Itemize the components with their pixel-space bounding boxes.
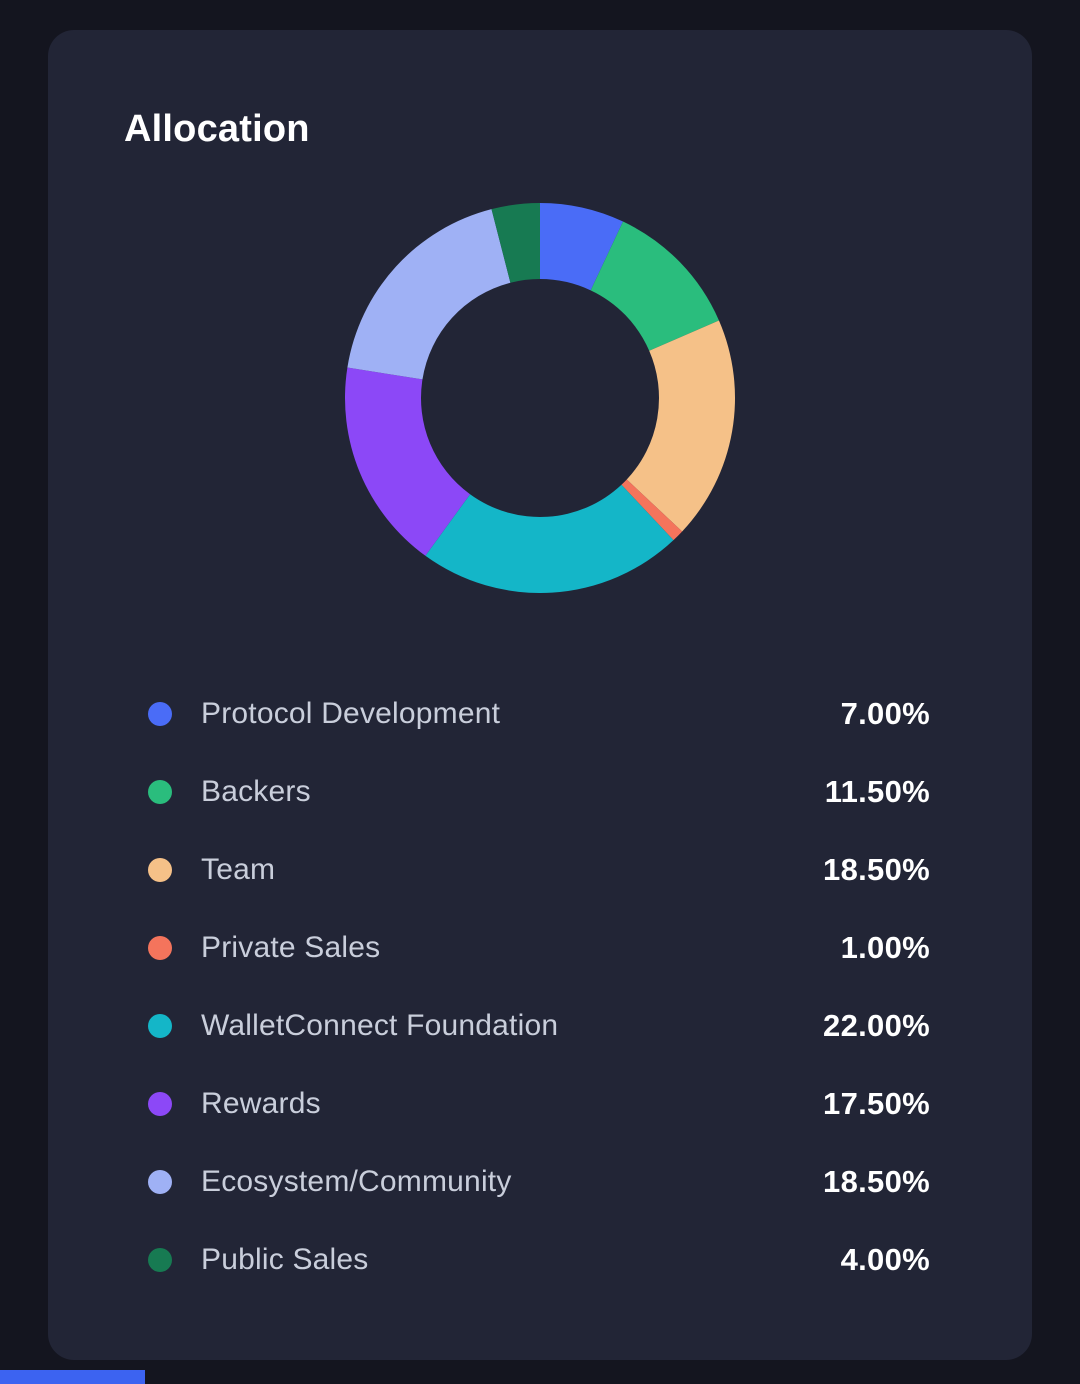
legend-color-dot — [148, 1014, 172, 1038]
legend-color-dot — [148, 780, 172, 804]
legend-label: Ecosystem/Community — [201, 1165, 512, 1198]
allocation-legend: Protocol Development 7.00% Backers 11.50% Te… — [124, 675, 956, 1299]
legend-value: 7.00% — [840, 696, 930, 731]
legend-color-dot — [148, 858, 172, 882]
donut-segment-team[interactable] — [626, 320, 735, 532]
legend-color-dot — [148, 702, 172, 726]
legend-value: 11.50% — [824, 774, 930, 809]
allocation-donut-chart — [345, 203, 735, 593]
legend-label: Private Sales — [201, 931, 381, 964]
donut-segment-walletconnect-foundation[interactable] — [425, 484, 674, 593]
legend-label: WalletConnect Foundation — [201, 1009, 559, 1042]
legend-value: 18.50% — [823, 1164, 930, 1199]
legend-value: 1.00% — [840, 930, 930, 965]
donut-segment-rewards[interactable] — [345, 367, 471, 556]
legend-row-private-sales: Private Sales 1.00% — [148, 909, 930, 987]
donut-segment-public-sales[interactable] — [491, 203, 540, 283]
legend-row-ecosystem-community: Ecosystem/Community 18.50% — [148, 1143, 930, 1221]
legend-row-backers: Backers 11.50% — [148, 753, 930, 831]
legend-label: Team — [201, 853, 276, 886]
legend-label: Rewards — [201, 1087, 321, 1120]
legend-row-walletconnect-foundation: WalletConnect Foundation 22.00% — [148, 987, 930, 1065]
legend-label: Backers — [201, 775, 311, 808]
donut-segment-private-sales[interactable] — [621, 479, 683, 541]
legend-value: 18.50% — [823, 852, 930, 887]
legend-color-dot — [148, 1248, 172, 1272]
legend-row-protocol-development: Protocol Development 7.00% — [148, 675, 930, 753]
bottom-accent-bar — [0, 1370, 145, 1384]
legend-label: Public Sales — [201, 1243, 369, 1276]
card-title: Allocation — [124, 108, 310, 150]
allocation-card: Allocation Protocol Development 7.00% Back… — [48, 30, 1032, 1360]
legend-color-dot — [148, 936, 172, 960]
donut-segment-ecosystem-community[interactable] — [347, 209, 511, 380]
legend-value: 17.50% — [823, 1086, 930, 1121]
donut-segment-protocol-development[interactable] — [540, 203, 624, 291]
legend-color-dot — [148, 1170, 172, 1194]
legend-row-team: Team 18.50% — [148, 831, 930, 909]
legend-label: Protocol Development — [201, 697, 501, 730]
legend-row-rewards: Rewards 17.50% — [148, 1065, 930, 1143]
donut-chart-container — [124, 203, 956, 593]
legend-value: 4.00% — [840, 1242, 930, 1277]
legend-value: 22.00% — [823, 1008, 930, 1043]
donut-segment-backers[interactable] — [590, 221, 719, 351]
legend-color-dot — [148, 1092, 172, 1116]
legend-row-public-sales: Public Sales 4.00% — [148, 1221, 930, 1299]
